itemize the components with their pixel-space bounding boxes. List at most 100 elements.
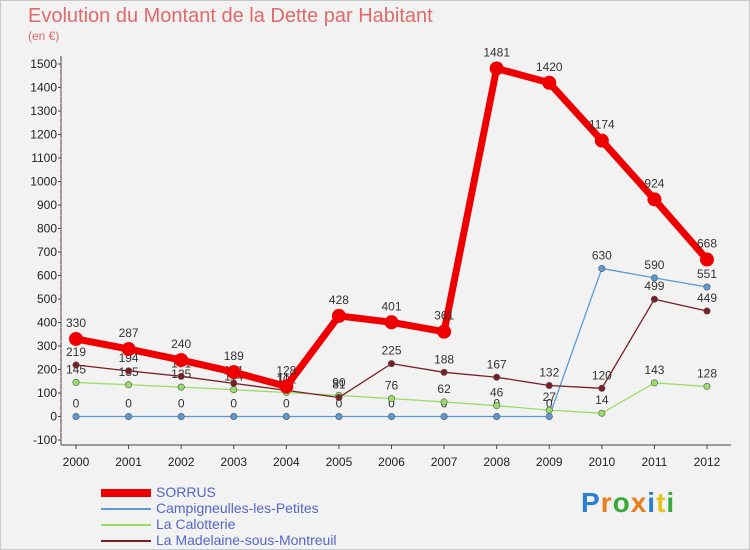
data-label-0: 1420	[536, 60, 563, 74]
data-point-0	[700, 252, 714, 267]
data-label-0: 330	[66, 316, 86, 330]
data-point-1	[387, 412, 395, 420]
data-point-1	[493, 412, 501, 420]
data-label-0: 401	[381, 299, 401, 313]
data-label-0: 128	[276, 363, 296, 377]
data-point-3	[387, 360, 395, 368]
legend-label-campigneulles: Campigneulles-les-Petites	[156, 500, 319, 516]
data-point-0	[69, 331, 83, 346]
data-label-2: 62	[437, 382, 451, 396]
data-point-2	[598, 409, 606, 417]
data-point-1	[230, 412, 238, 420]
data-point-1	[598, 264, 606, 272]
data-point-3	[177, 372, 185, 380]
data-label-3: 449	[697, 291, 717, 305]
legend-swatch-calotterie	[101, 524, 151, 526]
y-tick-label: 1400	[30, 81, 57, 95]
chart-subtitle: (en €)	[28, 29, 60, 43]
logo-letter: i	[666, 487, 676, 518]
data-label-1: 0	[178, 397, 185, 411]
data-point-2	[230, 386, 238, 394]
proxiti-logo: Proxiti	[581, 487, 675, 519]
data-point-0	[226, 365, 241, 380]
x-tick-label: 2004	[273, 455, 300, 469]
data-point-2	[387, 395, 395, 403]
x-tick-label: 2002	[168, 455, 195, 469]
logo-letter: P	[581, 487, 601, 518]
data-point-0	[437, 324, 452, 339]
data-point-0	[174, 353, 189, 368]
logo-letter: o	[612, 487, 631, 518]
y-tick-label: -100	[33, 433, 57, 447]
data-label-1: 0	[336, 397, 343, 411]
y-tick-label: 200	[37, 363, 57, 377]
legend-label-calotterie: La Calotterie	[156, 516, 236, 532]
data-point-0	[384, 315, 399, 330]
x-tick-label: 2005	[326, 455, 353, 469]
data-point-0	[121, 342, 136, 357]
y-tick-label: 1200	[30, 128, 57, 142]
data-point-3	[493, 373, 501, 381]
data-label-1: 590	[644, 258, 664, 272]
data-point-1	[125, 412, 133, 420]
y-tick-label: 900	[37, 198, 57, 212]
y-tick-label: 400	[37, 316, 57, 330]
data-label-0: 240	[171, 337, 191, 351]
data-point-3	[703, 307, 711, 315]
y-tick-label: 300	[37, 339, 57, 353]
data-label-3: 219	[66, 345, 86, 359]
logo-letter: i	[647, 487, 657, 518]
data-point-1	[545, 412, 553, 420]
data-label-3: 167	[487, 357, 507, 371]
data-point-0	[542, 75, 557, 90]
legend-swatch-campigneulles	[101, 508, 151, 510]
data-label-2: 14	[595, 393, 609, 407]
data-point-0	[647, 192, 662, 207]
data-point-1	[650, 274, 658, 282]
data-label-1: 0	[73, 397, 80, 411]
data-label-3: 81	[332, 377, 346, 391]
data-label-3: 194	[119, 351, 139, 365]
data-label-0: 924	[644, 176, 664, 190]
data-label-0: 361	[434, 309, 454, 323]
x-tick-label: 2001	[115, 455, 142, 469]
x-tick-label: 2009	[536, 455, 563, 469]
data-label-0: 287	[119, 326, 139, 340]
data-label-0: 428	[329, 293, 349, 307]
x-tick-label: 2003	[220, 455, 247, 469]
legend-label-madelaine: La Madelaine-sous-Montreuil	[156, 532, 337, 548]
x-tick-label: 2006	[378, 455, 405, 469]
legend-swatch-sorrus	[101, 489, 151, 497]
data-point-0	[489, 61, 504, 76]
data-point-0	[331, 308, 346, 323]
data-label-0: 668	[697, 237, 717, 251]
data-point-3	[545, 381, 553, 389]
data-label-3: 225	[381, 344, 401, 358]
data-point-3	[440, 368, 448, 376]
data-label-1: 551	[697, 267, 717, 281]
y-tick-label: 1100	[31, 151, 57, 165]
data-point-1	[282, 412, 290, 420]
data-point-2	[125, 381, 133, 389]
y-tick-label: 800	[37, 222, 57, 236]
data-label-0: 189	[224, 349, 244, 363]
data-label-2: 27	[543, 390, 557, 404]
data-label-3: 499	[644, 279, 664, 293]
data-label-2: 46	[490, 386, 504, 400]
y-tick-label: 1500	[30, 57, 57, 71]
data-point-2	[703, 382, 711, 390]
data-label-3: 188	[434, 352, 454, 366]
data-label-1: 0	[546, 397, 553, 411]
data-point-0	[279, 379, 294, 394]
data-label-3: 132	[539, 365, 559, 379]
legend-swatch-madelaine	[101, 540, 151, 542]
data-point-3	[650, 295, 658, 303]
y-tick-label: 700	[37, 245, 57, 259]
data-point-0	[594, 133, 609, 148]
data-label-2: 143	[644, 363, 664, 377]
chart-title: Evolution du Montant de la Dette par Hab…	[28, 5, 433, 27]
y-tick-label: 500	[37, 292, 57, 306]
data-label-3: 120	[592, 368, 612, 382]
x-tick-label: 2011	[642, 455, 668, 469]
